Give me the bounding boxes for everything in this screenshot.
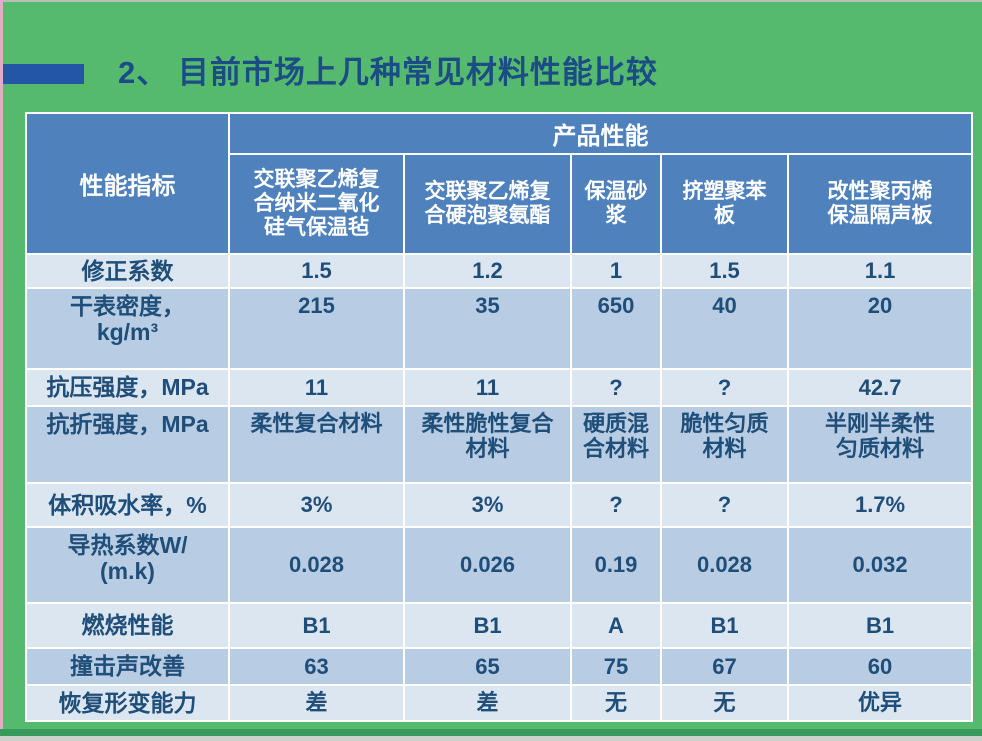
table-cell: 1.2: [403, 253, 572, 289]
table-cell: 1.5: [660, 253, 789, 289]
group-header-cell: 产品性能: [227, 112, 974, 155]
product-column-header: 挤塑聚苯 板: [660, 153, 789, 255]
table-cell: 42.7: [786, 368, 974, 407]
table-cell: 无: [660, 684, 789, 722]
materials-comparison-table: 性能指标 产品性能 交联聚乙烯复 合纳米二氧化 硅气保温毡 交联聚乙烯复 合硬泡…: [25, 112, 974, 722]
table-cell: 1.1: [786, 253, 974, 289]
table-cell: 柔性复合材料: [228, 405, 405, 484]
table-cell: 0.19: [570, 526, 662, 604]
row-label: 撞击声改善: [25, 647, 230, 686]
table-cell: 柔性脆性复合 材料: [403, 405, 572, 484]
table-row: 导热系数W/ (m.k) 0.028 0.026 0.19 0.028 0.03…: [25, 526, 974, 604]
table-row: 干表密度， kg/m³ 215 35 650 40 20: [25, 287, 974, 370]
row-label: 导热系数W/ (m.k): [25, 526, 230, 604]
slide-top-edge: [0, 0, 982, 2]
page-title: 2、 目前市场上几种常见材料性能比较: [118, 55, 658, 90]
slide-bottom-edge-light: [0, 736, 982, 741]
table-row: 抗压强度，MPa 11 11 ? ? 42.7: [25, 368, 974, 407]
table-row: 撞击声改善 63 65 75 67 60: [25, 647, 974, 686]
table-cell: B1: [228, 602, 405, 649]
table-row: 抗折强度，MPa 柔性复合材料 柔性脆性复合 材料 硬质混 合材料 脆性匀质 材…: [25, 405, 974, 484]
table-cell: 67: [660, 647, 789, 686]
table-cell: 11: [228, 368, 405, 407]
row-label: 燃烧性能: [25, 602, 230, 649]
corner-header-cell: 性能指标: [25, 112, 230, 255]
row-label: 干表密度， kg/m³: [25, 287, 230, 370]
table-cell: 无: [570, 684, 662, 722]
table-cell: 75: [570, 647, 662, 686]
table-cell: 3%: [403, 482, 572, 528]
table-row: 燃烧性能 B1 B1 A B1 B1: [25, 602, 974, 649]
table-cell: B1: [660, 602, 789, 649]
slide-left-edge: [0, 0, 3, 741]
row-label: 抗折强度，MPa: [25, 405, 230, 484]
table-cell: 3%: [228, 482, 405, 528]
table-cell: 1.5: [228, 253, 405, 289]
row-label: 体积吸水率，%: [25, 482, 230, 528]
product-column-header: 保温砂 浆: [570, 153, 662, 255]
table-cell: 脆性匀质 材料: [660, 405, 789, 484]
table-cell: ?: [660, 482, 789, 528]
table-cell: 0.026: [403, 526, 572, 604]
row-label: 抗压强度，MPa: [25, 368, 230, 407]
table-cell: 20: [786, 287, 974, 370]
table-cell: 215: [228, 287, 405, 370]
table-cell: 65: [403, 647, 572, 686]
product-header-row: 交联聚乙烯复 合纳米二氧化 硅气保温毡 交联聚乙烯复 合硬泡聚氨酯 保温砂 浆 …: [26, 153, 974, 255]
table-cell: A: [570, 602, 662, 649]
table-cell: 11: [403, 368, 572, 407]
table-cell: ?: [570, 368, 662, 407]
table-cell: 硬质混 合材料: [570, 405, 662, 484]
table-cell: B1: [786, 602, 974, 649]
table-cell: ?: [570, 482, 662, 528]
slide-bottom-edge-dark: [0, 729, 982, 736]
row-label: 修正系数: [25, 253, 230, 289]
table-cell: 35: [403, 287, 572, 370]
group-header-row: 性能指标 产品性能: [25, 112, 974, 255]
table-cell: 0.028: [228, 526, 405, 604]
product-column-header: 交联聚乙烯复 合纳米二氧化 硅气保温毡: [228, 153, 405, 255]
table-cell: 650: [570, 287, 662, 370]
table-cell: 40: [660, 287, 789, 370]
table-cell: 0.032: [786, 526, 974, 604]
table-cell: 优异: [786, 684, 974, 722]
table-cell: 63: [228, 647, 405, 686]
product-column-header: 交联聚乙烯复 合硬泡聚氨酯: [403, 153, 572, 255]
table-cell: 半刚半柔性 匀质材料: [786, 405, 974, 484]
table-cell: 1.7%: [786, 482, 974, 528]
table-cell: 差: [403, 684, 572, 722]
table-cell: 0.028: [660, 526, 789, 604]
table-cell: B1: [403, 602, 572, 649]
table-row: 体积吸水率，% 3% 3% ? ? 1.7%: [25, 482, 974, 528]
table-cell: ?: [660, 368, 789, 407]
product-column-header: 改性聚丙烯 保温隔声板: [786, 153, 974, 255]
table-row: 恢复形变能力 差 差 无 无 优异: [25, 684, 974, 722]
row-label: 恢复形变能力: [25, 684, 230, 722]
table-row: 修正系数 1.5 1.2 1 1.5 1.1: [25, 253, 974, 289]
title-accent-bar: [0, 64, 84, 84]
table-cell: 1: [570, 253, 662, 289]
table-cell: 60: [786, 647, 974, 686]
table-cell: 差: [228, 684, 405, 722]
